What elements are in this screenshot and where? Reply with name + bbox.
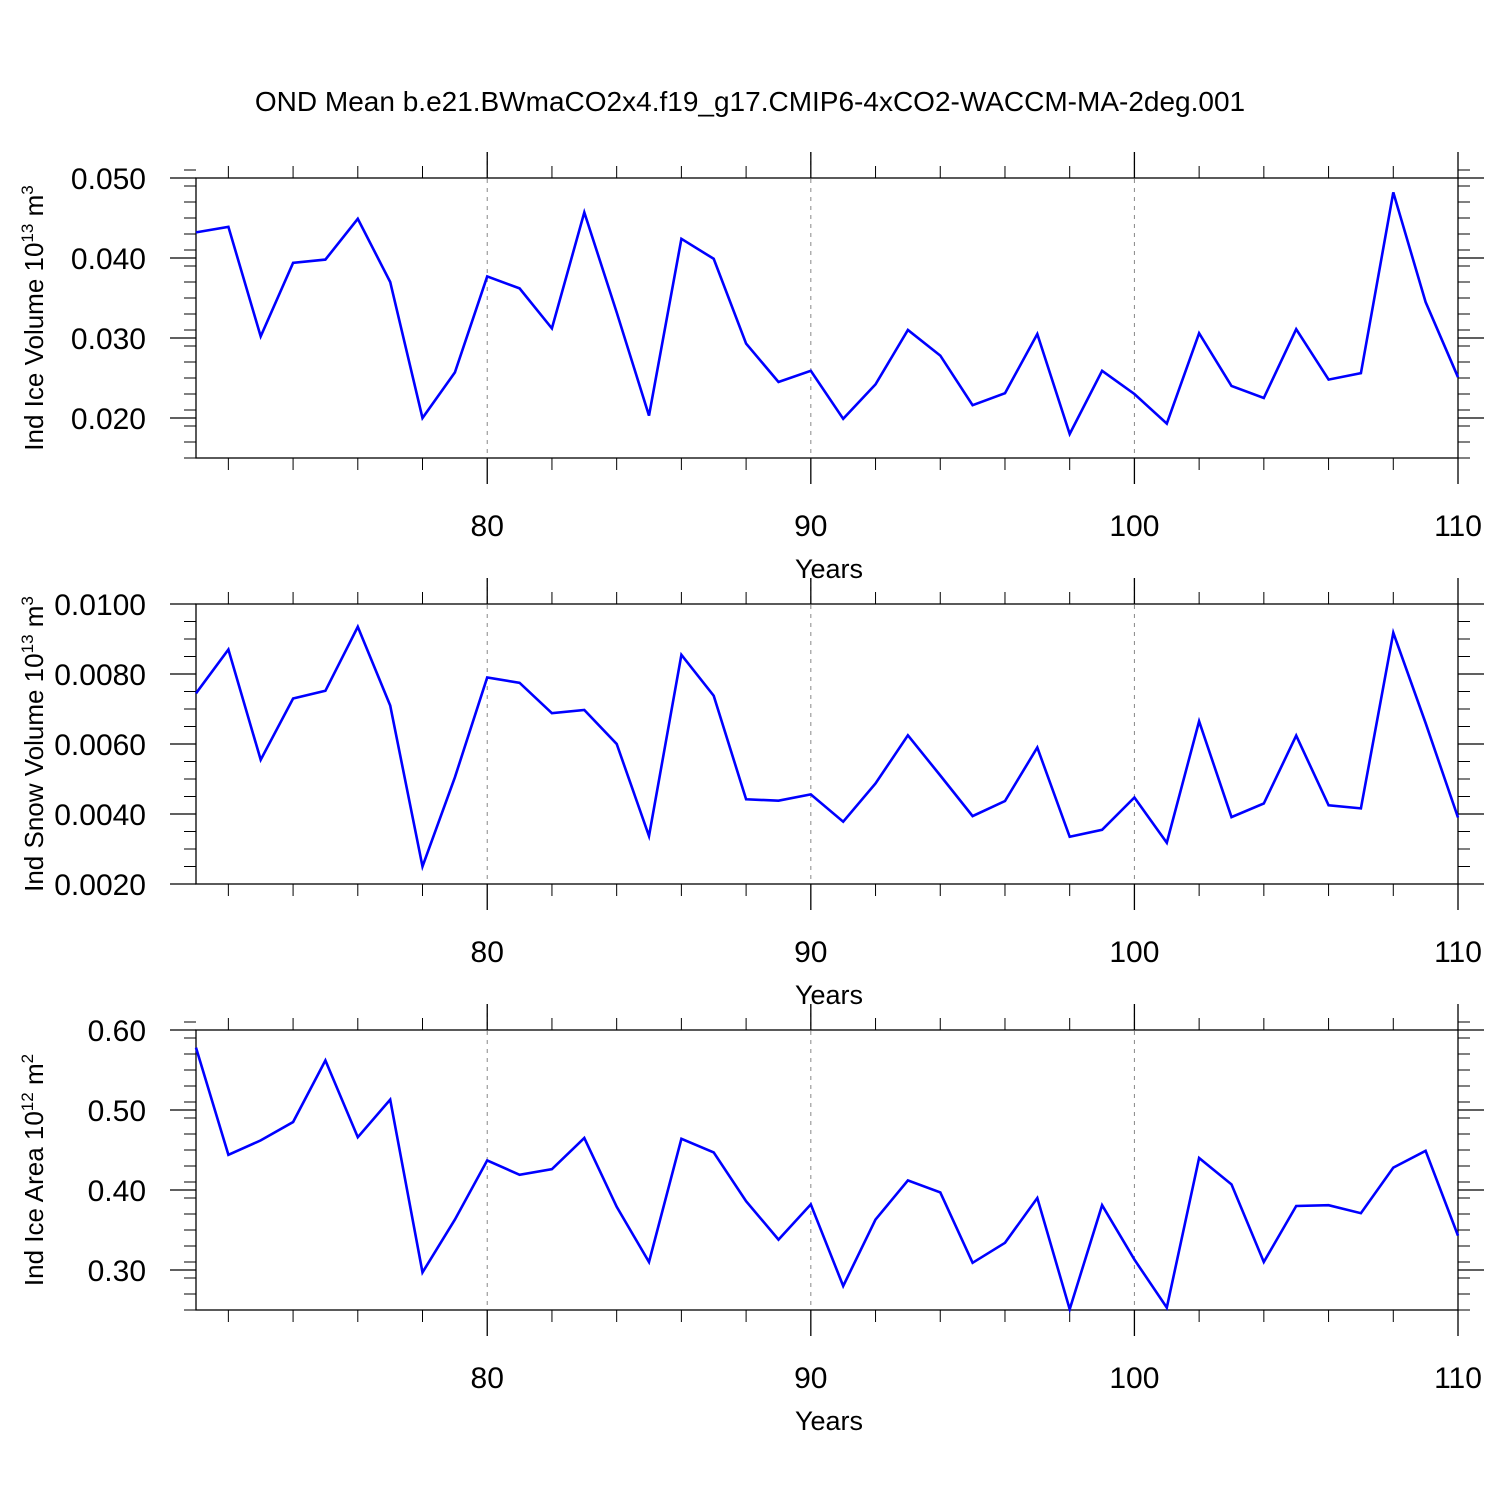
series-line-ice-area [196, 1048, 1458, 1310]
y-tick-label: 0.40 [88, 1175, 146, 1208]
y-tick-label: 0.0060 [54, 729, 146, 762]
x-tick-label: 90 [794, 1362, 827, 1395]
y-axis-label: Ind Ice Area 1012 m2 [18, 1054, 49, 1286]
panel-ice-volume: 80 90 100 110 0.020 0.030 0.040 0.050 Years Ind I… [18, 152, 1484, 584]
panel-snow-volume: 80 90 100 110 0.0020 0.0040 0.0060 0.0080 0.0100… [18, 578, 1484, 1010]
x-tick-label: 90 [794, 510, 827, 543]
x-tick-label: 100 [1109, 1362, 1159, 1395]
x-tick-label: 90 [794, 936, 827, 969]
x-tick-label: 110 [1434, 936, 1482, 969]
x-axis-label: Years [795, 1406, 863, 1436]
y-tick-label: 0.020 [71, 403, 146, 436]
x-tick-label: 80 [471, 936, 504, 969]
y-tick-label: 0.040 [71, 243, 146, 276]
y-tick-label: 0.60 [88, 1015, 146, 1048]
x-axis-label: Years [795, 980, 863, 1010]
plot-frame [196, 1030, 1458, 1310]
plot-frame [196, 604, 1458, 884]
y-tick-label: 0.030 [71, 323, 146, 356]
y-tick-label: 0.50 [88, 1095, 146, 1128]
y-axis-label: Ind Snow Volume 1013 m3 [18, 596, 49, 892]
x-tick-label: 80 [471, 510, 504, 543]
series-line-ice-volume [196, 192, 1458, 434]
y-tick-label: 0.0080 [54, 659, 146, 692]
x-tick-label: 100 [1109, 510, 1159, 543]
y-tick-label: 0.30 [88, 1255, 146, 1288]
plot-frame [196, 178, 1458, 458]
y-tick-label: 0.0100 [54, 589, 146, 622]
y-tick-label: 0.050 [71, 163, 146, 196]
x-tick-label: 110 [1434, 1362, 1482, 1395]
series-line-snow-volume [196, 627, 1458, 867]
x-tick-label: 80 [471, 1362, 504, 1395]
y-axis-label: Ind Ice Volume 1013 m3 [18, 185, 49, 450]
figure-title: OND Mean b.e21.BWmaCO2x4.f19_g17.CMIP6-4… [0, 86, 1500, 118]
x-axis-label: Years [795, 554, 863, 584]
panel-ice-area: 80 90 100 110 0.30 0.40 0.50 0.60 Years Ind Ice A… [18, 1004, 1484, 1436]
x-tick-label: 110 [1434, 510, 1482, 543]
y-tick-label: 0.0020 [54, 869, 146, 902]
y-tick-label: 0.0040 [54, 799, 146, 832]
x-tick-label: 100 [1109, 936, 1159, 969]
